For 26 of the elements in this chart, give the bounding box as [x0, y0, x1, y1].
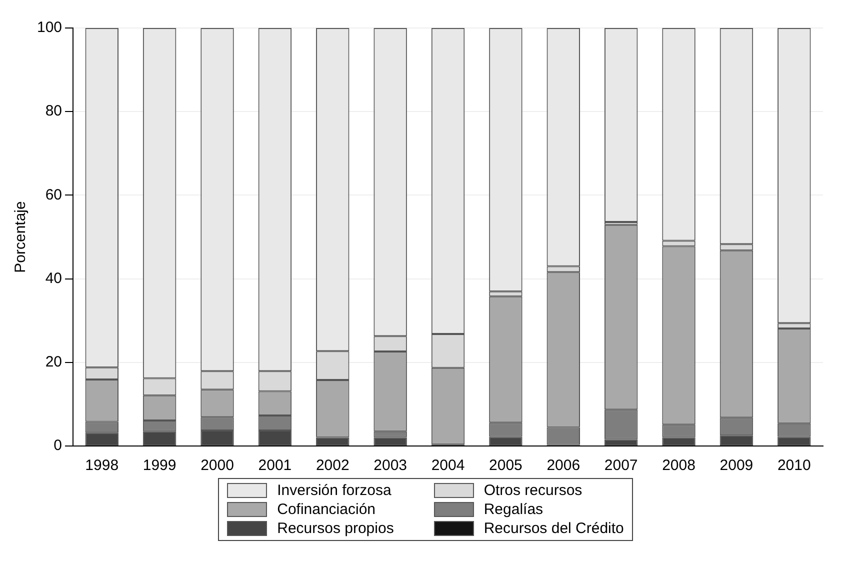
- x-tick-label: 2001: [258, 457, 292, 474]
- x-tick-label: 1999: [142, 457, 176, 474]
- y-tick-label: 40: [45, 270, 62, 287]
- y-tick-label: 100: [36, 19, 62, 36]
- x-tick-label: 2010: [777, 457, 811, 474]
- y-tick-label: 20: [45, 354, 62, 371]
- x-tick-label: 2005: [489, 457, 522, 474]
- legend-label: Regalías: [484, 501, 544, 518]
- x-tick-label: 1998: [85, 457, 119, 474]
- x-tick-label: 2004: [431, 457, 465, 474]
- y-tick-label: 0: [54, 437, 62, 454]
- x-tick-label: 2006: [546, 457, 580, 474]
- x-tick-label: 2008: [662, 457, 696, 474]
- legend-label: Recursos del Crédito: [484, 520, 624, 537]
- x-tick-label: 2009: [720, 457, 754, 474]
- y-tick-label: 60: [45, 186, 62, 204]
- legend-label: Recursos propios: [277, 520, 394, 537]
- x-tick-label: 2007: [604, 457, 638, 474]
- x-tick-label: 2002: [316, 457, 350, 474]
- legend-label: Otros recursos: [484, 482, 582, 499]
- legend-label: Cofinanciación: [277, 501, 376, 518]
- x-tick-label: 2000: [200, 457, 234, 474]
- x-tick-label: 2003: [374, 457, 408, 474]
- y-axis-title: Porcentaje: [12, 201, 30, 273]
- y-tick-label: 80: [45, 102, 62, 120]
- legend-label: Inversión forzosa: [277, 482, 392, 499]
